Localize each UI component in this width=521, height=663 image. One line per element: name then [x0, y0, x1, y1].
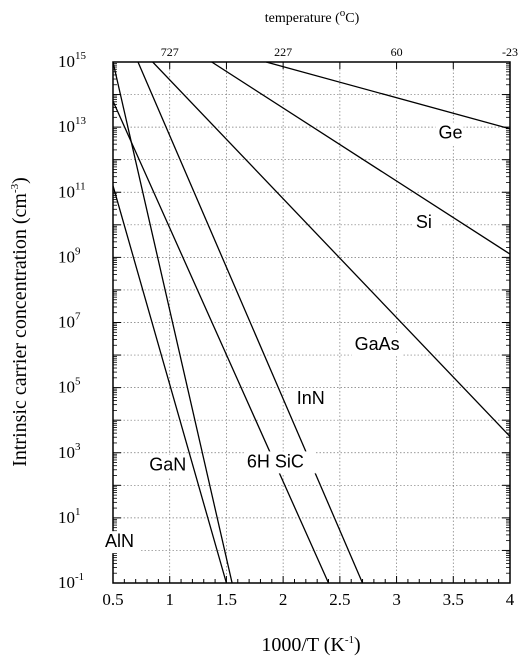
- top-axis-title: temperature (oC): [265, 7, 360, 26]
- y-tick-label: 101: [58, 506, 81, 527]
- series-label-gaas: GaAs: [355, 334, 400, 354]
- series-label-bg: [146, 454, 186, 477]
- series-label-si: Si: [416, 212, 432, 232]
- x-tick-label: 2: [279, 590, 288, 609]
- series-label-bg: [412, 212, 441, 235]
- x-tick-label: 3.5: [443, 590, 464, 609]
- y-tick-label: 1013: [58, 115, 87, 136]
- series-label-ge: Ge: [439, 123, 463, 143]
- y-tick-label: 103: [58, 441, 81, 462]
- series-label-inn: InN: [297, 388, 325, 408]
- series-label-bg: [293, 387, 333, 410]
- series-lines: [113, 62, 510, 583]
- y-tick-label: 1011: [58, 180, 86, 201]
- top-tick-label: 227: [274, 45, 292, 59]
- y-tick-label: 107: [58, 311, 81, 332]
- y-tick-label: 105: [58, 376, 81, 397]
- x-tick-label: 3: [392, 590, 401, 609]
- series-line-ge: [265, 62, 510, 130]
- grid-lines: [113, 62, 510, 583]
- y-tick-label: 1015: [58, 50, 87, 71]
- series-label-bg: [351, 334, 402, 357]
- series-line-gan: [113, 62, 233, 583]
- x-tick-label: 1: [165, 590, 174, 609]
- top-tick-label: 60: [391, 45, 403, 59]
- top-tick-labels: 727 227 60 -23: [161, 45, 518, 59]
- y-tick-label: 109: [58, 245, 81, 266]
- series-label-gan: GaN: [149, 455, 186, 475]
- series-label-bg: [435, 122, 464, 145]
- series-label-bg: [102, 531, 142, 554]
- x-tick-label: 1.5: [216, 590, 237, 609]
- x-tick-label: 4: [506, 590, 515, 609]
- series-line-aln: [113, 185, 228, 583]
- series-label-bg: [243, 451, 316, 474]
- series-label-aln: AlN: [105, 531, 134, 551]
- series-line-inn: [137, 62, 364, 583]
- series-labels: Ge Si GaAs InN 6H SiC GaN AlN: [102, 122, 464, 554]
- y-tick-labels: 1015 1013 1011 109 107 105 103 101 10-1: [58, 50, 87, 592]
- x-axis-title: 1000/T (K-1): [261, 634, 360, 656]
- series-label-6h-sic: 6H SiC: [247, 451, 304, 471]
- y-axis-title: Intrinsic carrier concentration (cm-3): [9, 177, 31, 467]
- top-tick-label: -23: [502, 45, 518, 59]
- x-tick-label: 2.5: [329, 590, 350, 609]
- top-tick-label: 727: [161, 45, 179, 59]
- series-line-6h-sic: [113, 100, 330, 583]
- x-tick-labels: 0.5 1 1.5 2 2.5 3 3.5 4: [102, 590, 514, 609]
- x-tick-label: 0.5: [102, 590, 123, 609]
- series-line-gaas: [152, 62, 510, 437]
- series-line-si: [211, 62, 510, 255]
- y-tick-label: 10-1: [58, 571, 84, 592]
